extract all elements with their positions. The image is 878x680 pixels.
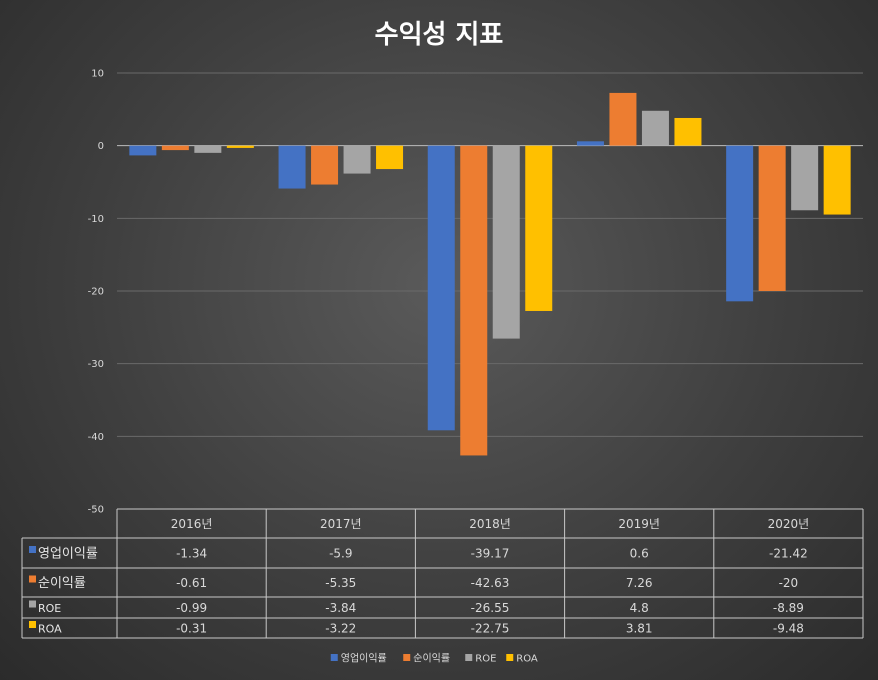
table-value-cell: -39.17 xyxy=(471,547,510,561)
legend-key xyxy=(330,654,338,661)
table-legend-key xyxy=(29,546,36,553)
y-tick-label: -40 xyxy=(88,432,104,443)
legend-label: ROE xyxy=(475,654,496,665)
table-value-cell: -5.9 xyxy=(329,547,352,561)
table-value-cell: -1.34 xyxy=(176,547,207,561)
table-value-cell: -9.48 xyxy=(773,622,804,636)
table-value-cell: -42.63 xyxy=(471,576,510,590)
bar xyxy=(343,145,371,174)
bar xyxy=(823,145,851,215)
table-series-name: 순이익률 xyxy=(38,576,86,591)
legend-label: ROA xyxy=(516,654,538,665)
bar-layer xyxy=(129,92,851,456)
legend-label: 순이익률 xyxy=(413,653,450,665)
table-header-cell: 2020년 xyxy=(768,517,810,531)
legend-key xyxy=(506,654,514,661)
table-header-cell: 2016년 xyxy=(171,517,213,531)
bar xyxy=(609,92,637,146)
table-value-cell: -21.42 xyxy=(769,547,808,561)
legend: 영업이익률 순이익률 ROE ROA xyxy=(330,652,538,665)
table-value-cell: -3.84 xyxy=(325,601,356,615)
table-value-cell: 3.81 xyxy=(626,622,653,636)
table-legend-key xyxy=(29,600,36,608)
bar xyxy=(129,145,157,156)
table-legend-key xyxy=(29,621,36,628)
table-series-name: 영업이익률 xyxy=(38,547,98,562)
bar xyxy=(758,145,786,291)
table-value-cell: -0.31 xyxy=(176,622,207,636)
bar xyxy=(460,145,488,456)
bar xyxy=(525,145,553,311)
y-axis: 10 0 -10 -20 -30 -40 -50 xyxy=(88,69,104,516)
bar xyxy=(427,145,455,431)
table-value-cell: -5.35 xyxy=(325,576,356,590)
table-value-cell: -0.61 xyxy=(176,576,207,590)
legend-label: 영업이익률 xyxy=(341,652,387,665)
table-value-cell: 0.6 xyxy=(630,547,649,561)
bar xyxy=(726,145,754,302)
table-value-cell: -3.22 xyxy=(325,622,356,636)
chart-title: 수익성 지표 xyxy=(374,20,504,50)
bar xyxy=(161,145,189,151)
y-tick-label: -30 xyxy=(88,359,104,370)
table-header-cell: 2018년 xyxy=(469,517,511,531)
table-series-name: ROE xyxy=(38,602,61,615)
table-value-cell: -0.99 xyxy=(176,601,207,615)
bar xyxy=(194,145,222,153)
bar xyxy=(278,145,306,189)
table-value-cell: -22.75 xyxy=(471,622,510,636)
bar xyxy=(576,141,604,146)
bar xyxy=(311,145,339,185)
table-value-cell: -26.55 xyxy=(471,601,510,615)
bar xyxy=(641,110,669,146)
table-header-cell: 2017년 xyxy=(320,517,362,531)
bar xyxy=(674,117,702,146)
table-value-cell: 7.26 xyxy=(626,576,653,590)
bar xyxy=(492,145,520,339)
table-value-cell: -8.89 xyxy=(773,601,804,615)
bar xyxy=(791,145,819,211)
table-legend-key xyxy=(29,575,36,583)
y-tick-label: -10 xyxy=(88,214,104,225)
y-tick-label: -20 xyxy=(88,287,104,298)
bar xyxy=(376,145,404,170)
bar xyxy=(226,145,254,148)
y-tick-label: -50 xyxy=(88,505,104,516)
legend-key xyxy=(465,654,473,661)
table-value-cell: 4.8 xyxy=(630,601,649,615)
y-tick-label: 0 xyxy=(98,141,104,152)
y-tick-label: 10 xyxy=(91,69,104,80)
table-series-name: ROA xyxy=(38,623,62,636)
legend-key xyxy=(403,654,411,661)
table-header-cell: 2019년 xyxy=(618,517,660,531)
table-value-cell: -20 xyxy=(779,576,799,590)
